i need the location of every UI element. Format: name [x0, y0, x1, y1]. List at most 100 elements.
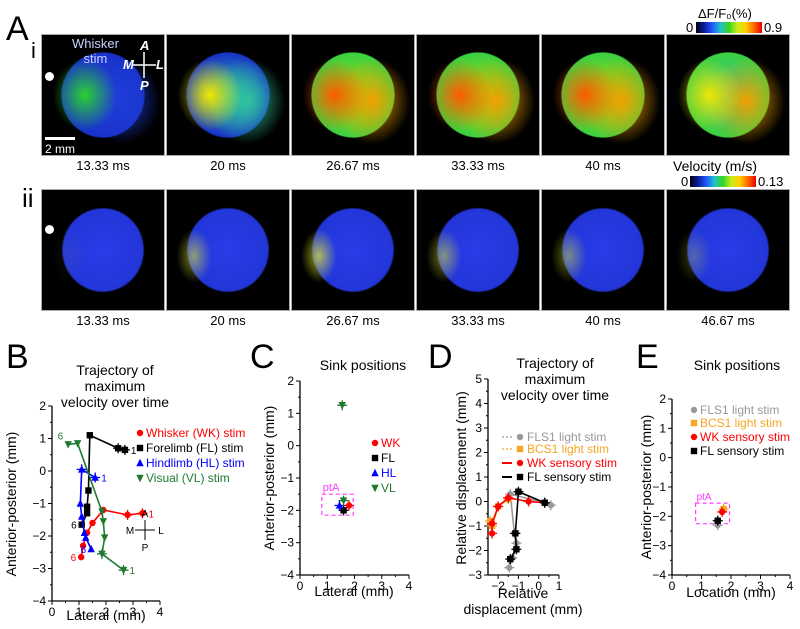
x-tick-label: −1 [512, 579, 526, 593]
y-tick-label: 2 [659, 392, 666, 406]
y-tick-label: −1 [32, 497, 46, 511]
colorbar-df-min: 0 [686, 20, 694, 35]
data-point [98, 508, 106, 516]
panel-letter-e: E [636, 338, 659, 376]
fluorescence-frame-2 [166, 34, 290, 156]
point-label-start: 1 [101, 474, 107, 485]
compass-p: P [140, 78, 149, 93]
compass-a: A [142, 509, 149, 520]
legend-label: BCS1 light stim [527, 442, 609, 456]
x-tick-label: 2 [351, 579, 358, 593]
y-tick-label: −3 [468, 568, 482, 582]
data-point [77, 553, 85, 561]
legend-marker [690, 419, 698, 427]
x-tick-label: 0 [49, 605, 56, 619]
legend-label: Whisker (WK) stim [146, 426, 245, 440]
series-line-2 [491, 496, 545, 534]
y-tick-label: −2 [652, 509, 666, 523]
legend-marker [136, 429, 144, 437]
y-axis-label: Anterior-posterior (mm) [3, 432, 19, 577]
stim-dot-ii [45, 225, 54, 234]
legend-marker [371, 484, 379, 493]
velocity-frame-5 [541, 189, 665, 311]
colorbar-df-max: 0.9 [764, 20, 783, 35]
x-tick-label: 4 [787, 579, 794, 593]
y-tick-label: −3 [652, 539, 666, 553]
time-label: 40 ms [585, 158, 621, 173]
legend-marker [690, 406, 698, 414]
chart-b-title-line-2: maximum [84, 378, 146, 394]
y-tick-label: 3 [475, 421, 482, 435]
y-tick-label: 5 [475, 372, 482, 386]
x-axis-label-line-2: displacement (mm) [463, 601, 582, 617]
time-label: 26.67 ms [326, 158, 380, 173]
x-tick-label: 3 [130, 605, 137, 619]
y-tick-label: −1 [280, 471, 294, 485]
x-tick-label: 0 [669, 579, 676, 593]
colorbar-velocity-min: 0 [681, 174, 689, 189]
velocity-frame-1 [41, 189, 165, 311]
point-label-end: 6 [71, 553, 77, 564]
x-tick-label: 2 [728, 579, 735, 593]
time-label: 46.67 ms [701, 313, 755, 328]
legend-label: FL sensory stim [527, 470, 611, 484]
pta-label: ptA [697, 492, 712, 503]
x-tick-label: −2 [491, 579, 505, 593]
point-label-start: 1 [131, 446, 137, 457]
y-tick-label: −2 [280, 503, 294, 517]
y-axis-label: Anterior-posterior (mm) [638, 415, 654, 560]
colorbar-df-title: ΔF/F₀(%) [698, 6, 752, 21]
legend-label: Hindlimb (HL) stim [146, 456, 245, 470]
time-label: 13.33 ms [76, 158, 130, 173]
y-tick-label: 0 [475, 495, 482, 509]
y-tick-label: −3 [280, 536, 294, 550]
pta-label: ptA [323, 482, 340, 494]
x-axis-label-line-1: Relative [498, 585, 549, 601]
legend-label: FL sensory stim [700, 444, 784, 458]
legend-marker [136, 444, 144, 452]
pta-region [321, 493, 354, 516]
fluorescence-frame-3 [291, 34, 415, 156]
data-point [87, 544, 95, 553]
panel-letter-c: C [250, 338, 275, 376]
series-line-3 [68, 442, 125, 571]
y-tick-label: −4 [32, 594, 46, 608]
x-tick-label: 3 [378, 579, 385, 593]
y-tick-label: 0 [39, 464, 46, 478]
time-label: 20 ms [210, 158, 246, 173]
point-label-end: 6 [81, 545, 87, 556]
legend-label: Visual (VL) stim [146, 471, 230, 485]
legend-label: FL [381, 451, 395, 465]
legend-marker [516, 433, 524, 441]
data-point [76, 499, 85, 507]
data-point [100, 534, 109, 542]
y-tick-label: 1 [659, 421, 666, 435]
x-tick-label: 4 [157, 605, 164, 619]
annotation-line-1: Whisker [72, 36, 119, 51]
scale-bar-label: 2 mm [45, 142, 75, 156]
y-tick-label: 1 [475, 470, 482, 484]
chart-d-title-line-1: Trajectory of [516, 355, 594, 371]
data-point [83, 510, 91, 517]
compass-m: M [123, 57, 134, 72]
legend-label: WK sensory stim [700, 430, 790, 444]
chart-d-title: Trajectory of maximum velocity over time [490, 355, 620, 403]
y-tick-label: 0 [287, 439, 294, 453]
legend-marker [136, 474, 144, 483]
y-tick-label: −2 [468, 544, 482, 558]
colorbar-velocity-title: Velocity (m/s) [673, 158, 758, 174]
point-label-start: 1 [148, 509, 154, 520]
x-tick-label: 0 [297, 579, 304, 593]
x-tick-label: 0 [535, 579, 542, 593]
data-point [73, 440, 82, 448]
velocity-frame-3 [291, 189, 415, 311]
legend-label: WK sensory stim [527, 456, 617, 470]
legend-label: VL [381, 481, 396, 495]
legend-marker [516, 459, 524, 467]
pta-region [694, 502, 731, 525]
point-label-end: 6 [58, 431, 64, 442]
legend-marker [690, 447, 698, 455]
y-tick-label: 1 [287, 406, 294, 420]
colorbar-velocity [690, 176, 756, 187]
compass-l: L [158, 526, 164, 537]
